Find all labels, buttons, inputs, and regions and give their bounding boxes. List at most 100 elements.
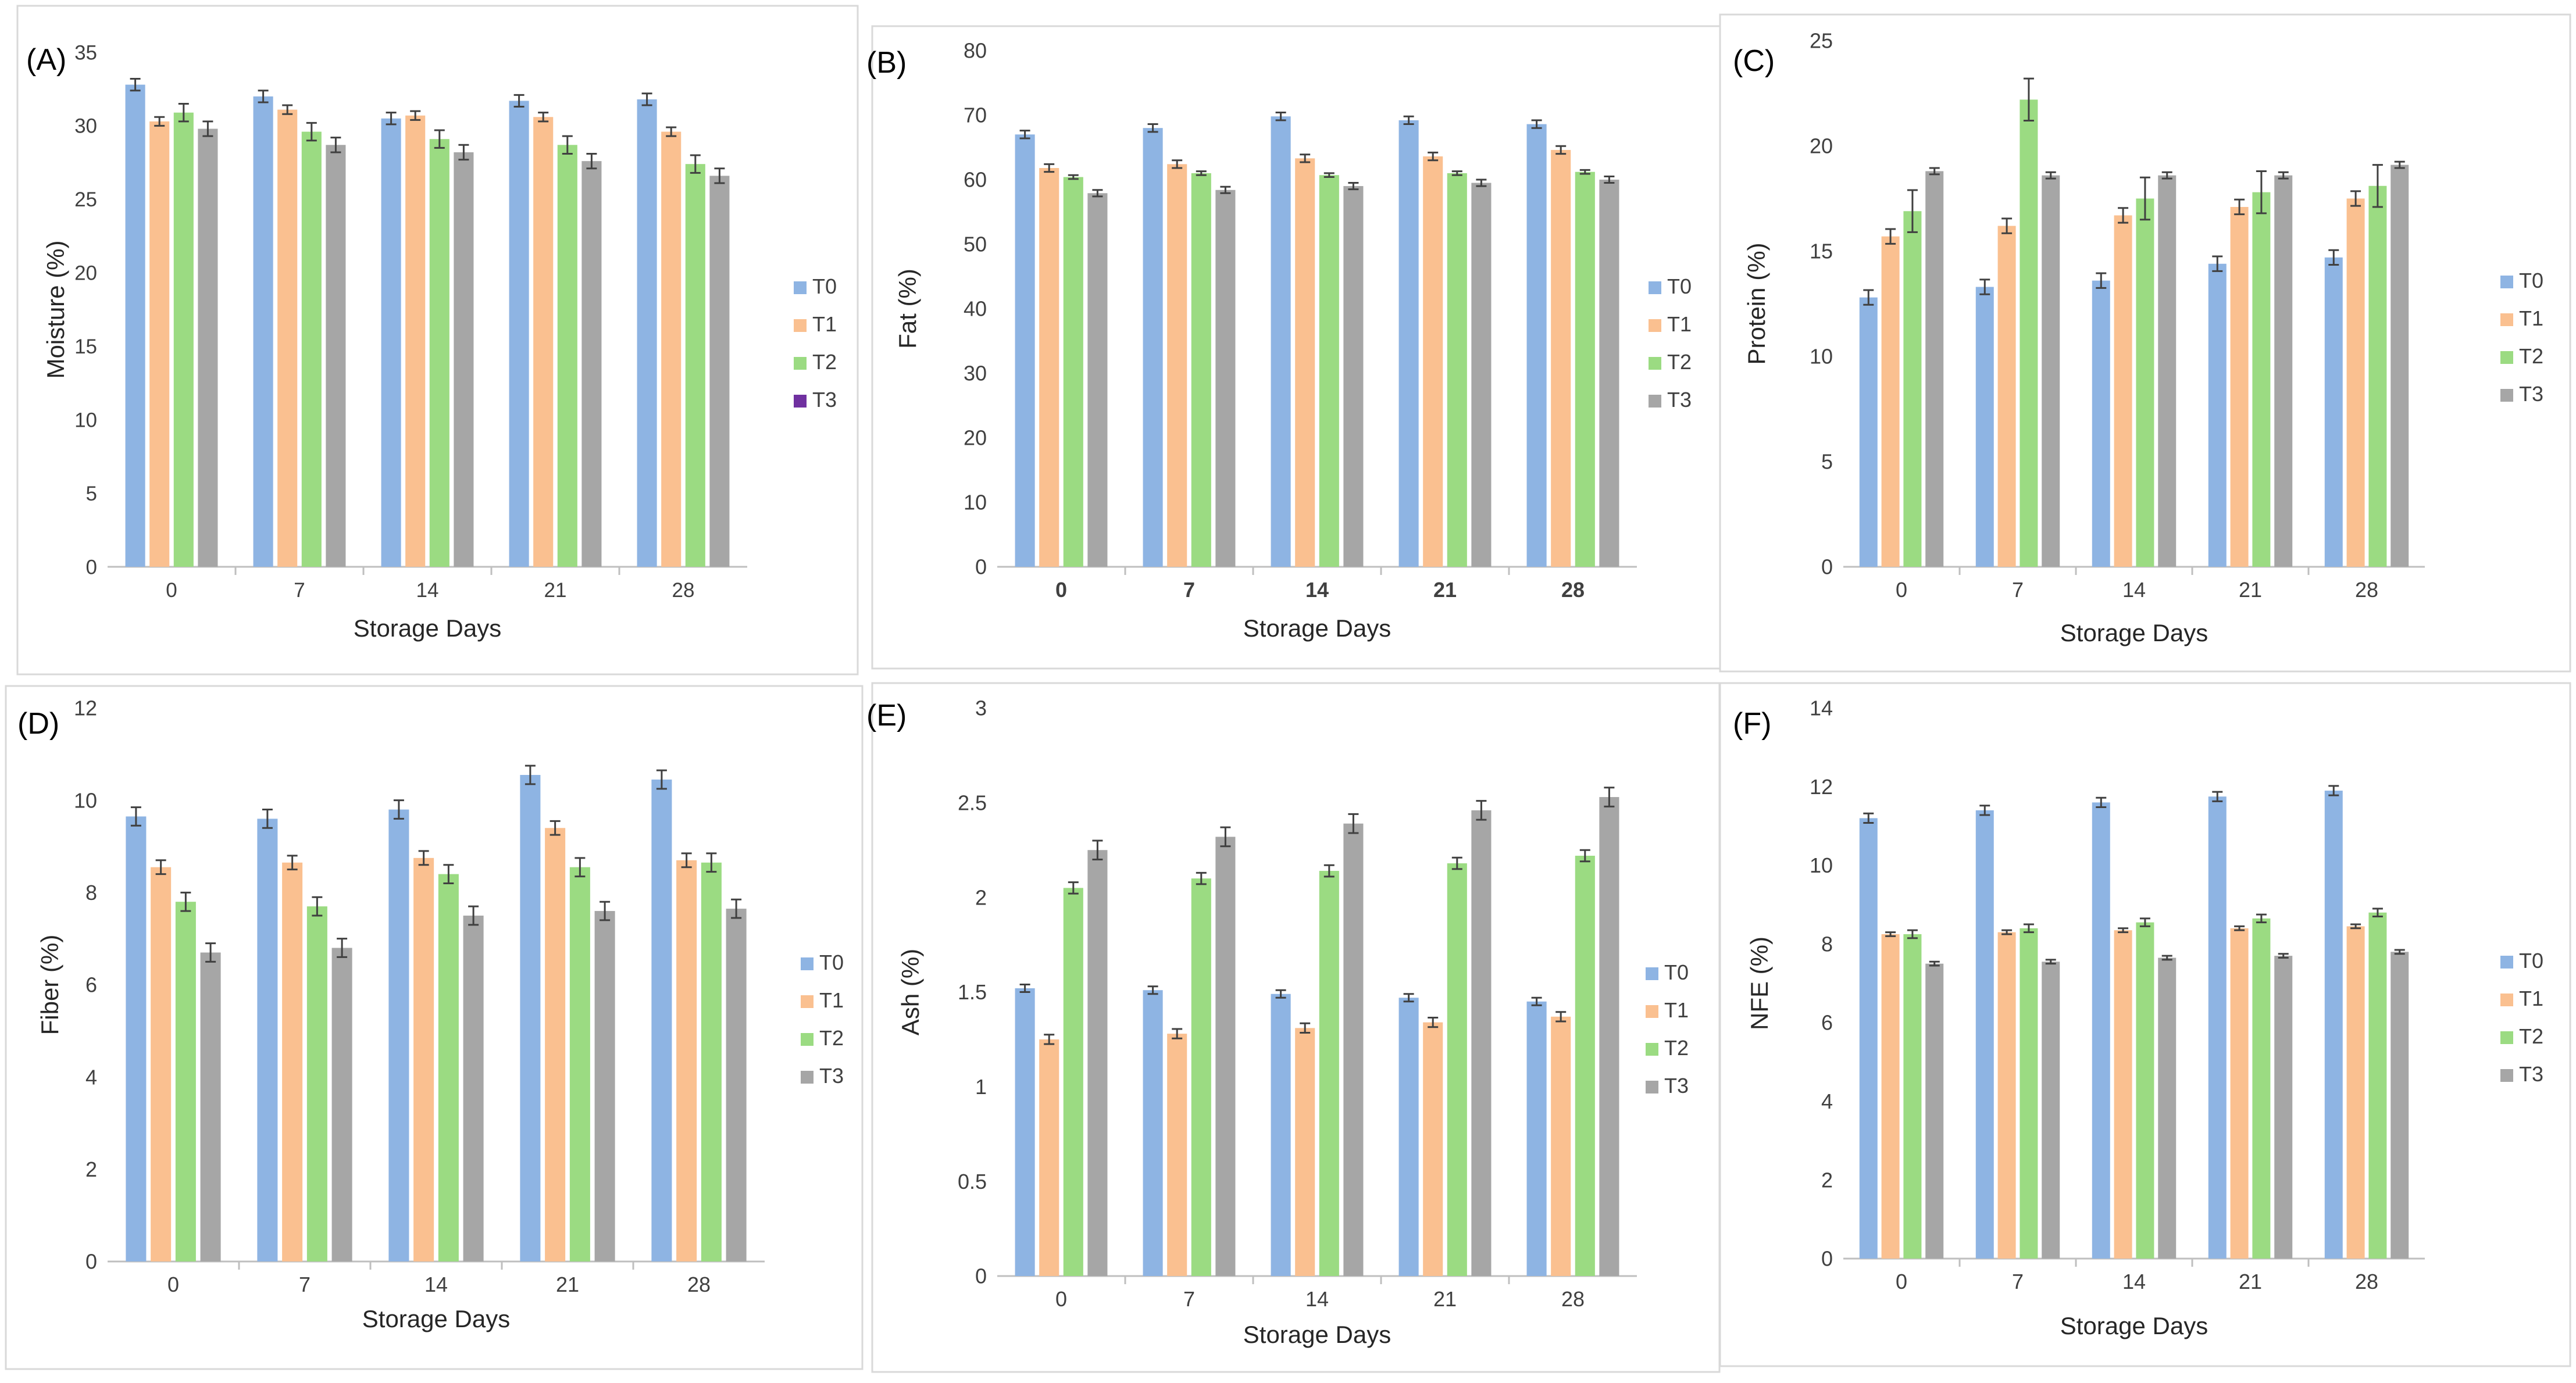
y-tick-label: 12 bbox=[74, 696, 97, 720]
legend-label-t3: T3 bbox=[1664, 1074, 1689, 1098]
y-tick-label: 2 bbox=[1821, 1168, 1833, 1192]
error-bar bbox=[1044, 1034, 1055, 1045]
bar-t2-day-7 bbox=[2020, 99, 2038, 567]
x-tick-label: 0 bbox=[1896, 1270, 1907, 1293]
error-bar bbox=[458, 144, 469, 161]
error-bar bbox=[282, 104, 293, 115]
bar-t2-day-28 bbox=[685, 164, 705, 567]
bar-t3-day-28 bbox=[1599, 180, 1619, 567]
error-bar bbox=[418, 850, 429, 866]
error-bar bbox=[1196, 170, 1207, 176]
bar-t3-day-14 bbox=[454, 152, 474, 567]
bar-t3-day-14 bbox=[1343, 186, 1364, 567]
bar-t1-day-28 bbox=[676, 860, 697, 1262]
y-tick-label: 40 bbox=[964, 297, 987, 321]
legend-swatch-t1 bbox=[2500, 994, 2513, 1006]
bar-t0-day-7 bbox=[1975, 810, 1994, 1259]
bar-t3-day-7 bbox=[2042, 175, 2060, 567]
bar-t0-day-7 bbox=[253, 96, 273, 567]
x-tick-label: 0 bbox=[166, 579, 177, 602]
y-tick-label: 5 bbox=[1821, 450, 1833, 474]
error-bar bbox=[1300, 153, 1311, 163]
bar-t2-day-14 bbox=[429, 139, 449, 567]
x-tick-label: 21 bbox=[1433, 578, 1457, 602]
bar-t0-day-14 bbox=[1271, 994, 1291, 1276]
y-tick-label: 4 bbox=[85, 1065, 97, 1089]
legend-swatch-t3 bbox=[801, 1071, 814, 1084]
bar-t0-day-14 bbox=[2092, 280, 2110, 567]
bar-t1-day-7 bbox=[1167, 164, 1187, 567]
bar-t2-day-21 bbox=[1447, 173, 1467, 567]
error-bar bbox=[330, 137, 341, 153]
bar-t3-day-28 bbox=[1599, 797, 1619, 1276]
y-tick-label: 0 bbox=[1821, 555, 1833, 579]
bar-t1-day-21 bbox=[2230, 206, 2249, 567]
bar-t2-day-0 bbox=[1903, 211, 1922, 567]
error-bar bbox=[205, 942, 216, 963]
legend-label-t2: T2 bbox=[1667, 350, 1692, 374]
error-bar bbox=[600, 900, 611, 921]
bar-t0-day-0 bbox=[126, 816, 147, 1262]
bar-t3-day-14 bbox=[1343, 823, 1364, 1276]
bar-t2-day-14 bbox=[1319, 871, 1339, 1276]
bar-t1-day-7 bbox=[1997, 226, 2016, 567]
y-axis-title: Ash (%) bbox=[897, 949, 924, 1035]
error-bar bbox=[154, 116, 165, 127]
bar-t0-day-21 bbox=[1398, 120, 1419, 567]
error-bar bbox=[130, 78, 141, 92]
legend-label-t1: T1 bbox=[819, 988, 844, 1012]
legend-label-t0: T0 bbox=[819, 950, 844, 974]
bar-t3-day-28 bbox=[726, 909, 747, 1262]
legend-swatch-t3 bbox=[1646, 1081, 1658, 1093]
y-tick-label: 0 bbox=[1821, 1247, 1833, 1271]
y-tick-label: 8 bbox=[1821, 932, 1833, 956]
bar-t2-day-0 bbox=[1063, 177, 1083, 567]
error-bar bbox=[393, 799, 404, 820]
error-bar bbox=[525, 764, 536, 785]
x-axis-title: Storage Days bbox=[362, 1305, 510, 1332]
bar-t1-day-7 bbox=[1167, 1034, 1187, 1276]
error-bar bbox=[1979, 278, 1990, 295]
legend-swatch-t2 bbox=[801, 1033, 814, 1046]
y-tick-label: 4 bbox=[1821, 1089, 1833, 1113]
panel-label: (F) bbox=[1733, 707, 1771, 741]
error-bar bbox=[1579, 169, 1590, 175]
legend-label-t0: T0 bbox=[2519, 269, 2543, 292]
bar-t2-day-7 bbox=[1191, 878, 1211, 1276]
x-tick-label: 0 bbox=[167, 1273, 179, 1296]
error-bar bbox=[155, 859, 166, 875]
bar-t0-day-21 bbox=[520, 775, 541, 1262]
bar-t1-day-0 bbox=[151, 867, 172, 1262]
y-tick-label: 6 bbox=[85, 973, 97, 997]
y-axis-title: Fiber (%) bbox=[36, 935, 63, 1035]
legend-swatch-t2 bbox=[2500, 351, 2513, 364]
error-bar bbox=[1428, 1016, 1439, 1028]
panel-label: (B) bbox=[866, 46, 907, 80]
error-bar bbox=[1019, 983, 1030, 993]
x-tick-label: 21 bbox=[544, 579, 567, 602]
error-bar bbox=[2023, 77, 2034, 122]
y-axis-title: Protein (%) bbox=[1743, 242, 1770, 364]
legend: T0 T1 T2 T3 bbox=[2500, 269, 2543, 406]
error-bar bbox=[202, 120, 213, 137]
legend: T0 T1 T2 T3 bbox=[1646, 960, 1689, 1098]
y-tick-label: 10 bbox=[1810, 345, 1833, 369]
error-bar bbox=[1604, 787, 1615, 807]
error-bar bbox=[287, 855, 298, 871]
y-tick-label: 15 bbox=[1810, 240, 1833, 263]
bar-t1-day-28 bbox=[661, 131, 682, 567]
x-tick-label: 0 bbox=[1055, 1287, 1067, 1311]
x-tick-label: 0 bbox=[1896, 578, 1907, 602]
legend-swatch-t2 bbox=[794, 357, 807, 370]
error-bar bbox=[1403, 115, 1414, 126]
legend-label-t3: T3 bbox=[2519, 1062, 2543, 1086]
bar-t0-day-0 bbox=[1859, 297, 1878, 567]
error-bar bbox=[1885, 931, 1896, 937]
bar-t1-day-0 bbox=[149, 121, 170, 567]
error-bar bbox=[1929, 960, 1940, 967]
bar-t2-day-7 bbox=[2020, 928, 2038, 1259]
legend-label-t3: T3 bbox=[1667, 388, 1692, 412]
legend-swatch-t0 bbox=[2500, 276, 2513, 288]
chart-panel-a: 0 5 10 15 20 25 30 35 0 7 14 21 28 Storage Days Moistu… bbox=[16, 5, 859, 676]
x-tick-label: 21 bbox=[2239, 578, 2262, 602]
